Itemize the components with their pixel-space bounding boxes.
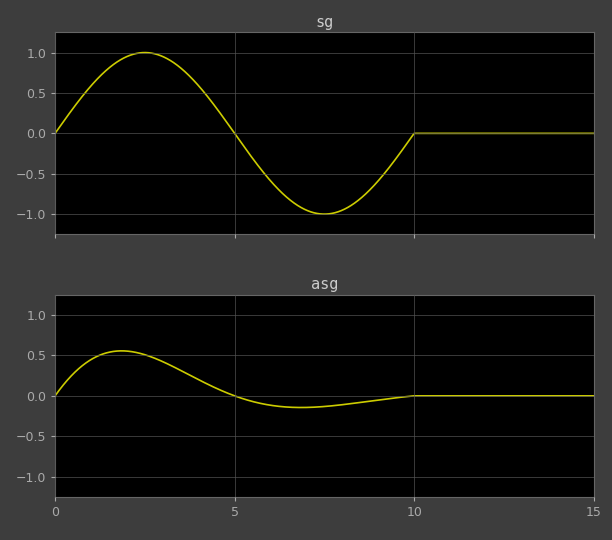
Title: sg: sg	[315, 15, 334, 30]
Title: asg: asg	[311, 278, 338, 292]
